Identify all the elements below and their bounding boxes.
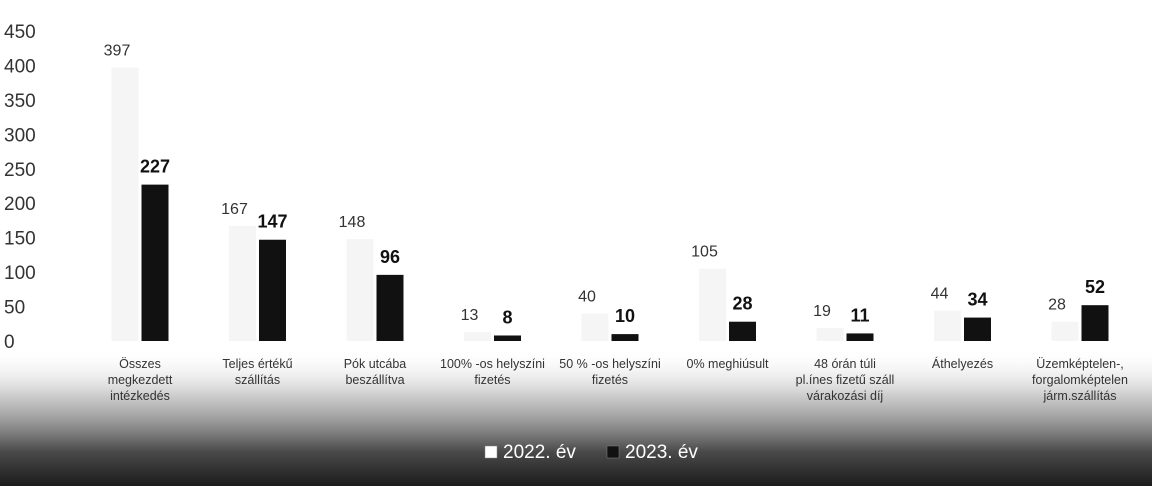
- data-label-2022-6: 105: [691, 244, 718, 261]
- category-labels-group: Összes megkezdett intézkedés Teljes értékű s…: [108, 356, 1128, 403]
- data-label-2022-8: 44: [931, 286, 949, 303]
- bar-2023-4: [494, 335, 521, 341]
- y-tick-label-350: 350: [4, 91, 36, 112]
- scan-noise-band: [0, 348, 1152, 486]
- category-label-6-line-1: 0% meghiúsult: [687, 357, 770, 371]
- data-label-2022-3: 148: [339, 214, 366, 231]
- y-tick-label-300: 300: [4, 125, 36, 146]
- bar-2023-1: [141, 184, 169, 341]
- data-labels-group: 397 227 167 147 148 96 13 8 40 10 105 28 19 11 44 34 28 5…: [104, 43, 1105, 328]
- data-label-2022-1: 397: [104, 43, 131, 60]
- category-label-2-line-1: Teljes értékű: [222, 357, 292, 371]
- category-label-9-line-2: forgalomképtelen: [1032, 373, 1128, 387]
- y-tick-label-100: 100: [4, 263, 36, 284]
- y-tick-label-250: 250: [4, 160, 36, 181]
- bar-2023-7: [846, 333, 874, 341]
- data-label-2023-5: 10: [615, 306, 635, 326]
- bar-2023-5: [611, 334, 639, 341]
- bar-2023-3: [376, 274, 404, 341]
- data-label-2023-6: 28: [732, 294, 752, 314]
- y-tick-label-200: 200: [4, 194, 36, 215]
- data-label-2023-3: 96: [380, 247, 400, 267]
- category-label-7-line-3: várakozási díj: [807, 389, 883, 403]
- y-tick-label-150: 150: [4, 229, 36, 250]
- bar-2023-8: [964, 317, 991, 341]
- category-label-1-line-1: Összes: [119, 357, 161, 371]
- bar-2022-7: [816, 327, 844, 341]
- bars-group: [111, 67, 1109, 341]
- legend-swatch-2: [606, 445, 620, 459]
- data-label-2022-4: 13: [461, 307, 479, 324]
- category-label-5-line-2: fizetés: [592, 373, 628, 387]
- category-label-1-line-2: megkezdett: [108, 373, 173, 387]
- category-label-9-line-1: Üzemképtelen-,: [1036, 357, 1124, 371]
- category-label-5-line-1: 50 % -os helyszíni: [559, 357, 660, 371]
- legend-label-1: 2022. év: [503, 442, 576, 463]
- data-label-2023-2: 147: [257, 212, 287, 232]
- y-tick-label-450: 450: [4, 22, 36, 43]
- data-label-2022-7: 19: [813, 303, 831, 320]
- category-label-4-line-1: 100% -os helyszíni: [440, 357, 545, 371]
- bar-2022-9: [1051, 321, 1079, 341]
- bar-2023-2: [259, 239, 286, 341]
- bar-2022-6: [699, 268, 726, 341]
- legend: 2022. év 2023. év: [484, 442, 698, 463]
- bar-2022-2: [229, 225, 256, 341]
- category-label-1-line-3: intézkedés: [110, 389, 170, 403]
- data-label-2023-1: 227: [140, 157, 170, 177]
- category-label-8-line-1: Áthelyezés: [932, 356, 993, 371]
- category-label-3-line-1: Pók utcába: [344, 357, 407, 371]
- y-axis: 0 50 100 150 200 250 300 350 400 450: [4, 22, 36, 353]
- bar-2022-5: [581, 313, 609, 341]
- bar-2022-4: [464, 332, 491, 341]
- legend-swatch-1: [484, 445, 498, 459]
- category-label-7-line-2: pl.ínes fizetű száll: [796, 373, 895, 387]
- category-label-4-line-2: fizetés: [474, 373, 510, 387]
- data-label-2023-8: 34: [967, 290, 987, 310]
- data-label-2023-4: 8: [502, 307, 512, 327]
- y-tick-label-0: 0: [4, 332, 15, 353]
- bar-2022-3: [346, 239, 374, 341]
- data-label-2022-5: 40: [578, 288, 596, 305]
- data-label-2022-9: 28: [1048, 297, 1066, 314]
- data-label-2022-2: 167: [221, 201, 248, 218]
- category-label-7-line-1: 48 órán túli: [814, 357, 876, 371]
- y-tick-label-400: 400: [4, 56, 36, 77]
- data-label-2023-9: 52: [1085, 277, 1105, 297]
- category-label-9-line-3: járm.szállítás: [1043, 389, 1117, 403]
- y-tick-label-50: 50: [4, 298, 25, 319]
- legend-label-2: 2023. év: [625, 442, 698, 463]
- bar-2023-6: [729, 321, 756, 341]
- category-label-3-line-2: beszállítva: [345, 373, 404, 387]
- bar-2022-1: [111, 67, 139, 341]
- category-label-2-line-2: szállítás: [235, 373, 280, 387]
- bar-2023-9: [1081, 305, 1109, 341]
- data-label-2023-7: 11: [850, 305, 869, 325]
- bar-2022-8: [934, 310, 961, 341]
